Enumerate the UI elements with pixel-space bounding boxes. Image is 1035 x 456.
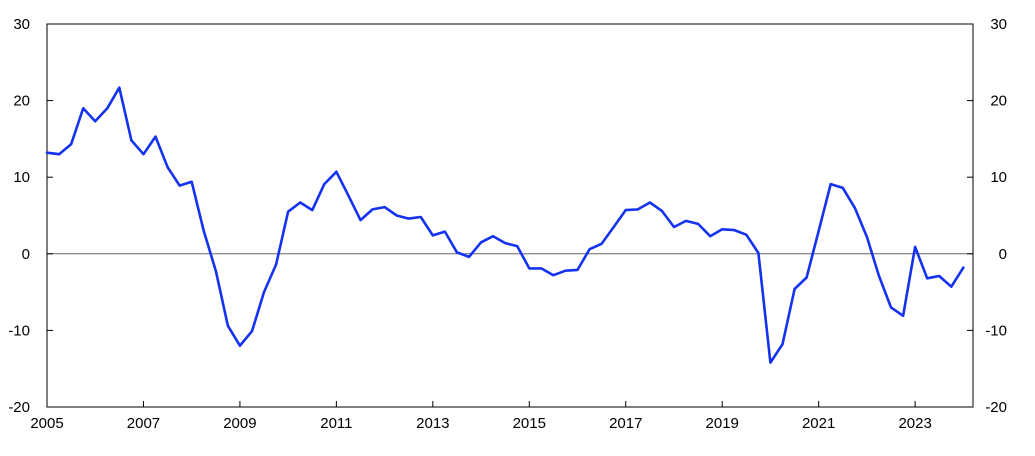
y-tick-label-right: 10 xyxy=(990,169,1007,186)
x-tick-label: 2009 xyxy=(223,415,256,432)
x-tick-label: 2013 xyxy=(416,415,449,432)
y-tick-label-right: 20 xyxy=(990,93,1007,110)
y-tick-label-right: -10 xyxy=(985,322,1007,339)
x-tick-label: 2007 xyxy=(127,415,160,432)
y-tick-label-left: -10 xyxy=(8,322,30,339)
series-line xyxy=(45,86,965,364)
x-axis: 2005 2007 2009 2011 2013 2015 2017 2019 2021 2023 xyxy=(30,401,932,432)
x-tick-label: 2015 xyxy=(513,415,546,432)
y-tick-label-right: -20 xyxy=(985,399,1007,416)
y-tick-label-left: 0 xyxy=(22,246,30,263)
plot-frame xyxy=(46,23,974,408)
x-tick-label: 2023 xyxy=(898,415,931,432)
plot-area xyxy=(45,23,974,408)
y-tick-label-right: 0 xyxy=(999,246,1007,263)
y-tick-label-left: 30 xyxy=(13,16,30,33)
y-axis-right: -20 -10 0 10 20 30 xyxy=(967,16,1007,416)
y-tick-label-left: 20 xyxy=(13,93,30,110)
y-axis-left: -20 -10 0 10 20 30 xyxy=(8,16,53,416)
x-tick-label: 2017 xyxy=(609,415,642,432)
x-tick-label: 2005 xyxy=(30,415,63,432)
y-tick-label-left: 10 xyxy=(13,169,30,186)
x-tick-label: 2021 xyxy=(802,415,835,432)
x-tick-label: 2019 xyxy=(706,415,739,432)
y-tick-label-left: -20 xyxy=(8,399,30,416)
y-tick-label-right: 30 xyxy=(990,16,1007,33)
x-tick-label: 2011 xyxy=(320,415,352,432)
